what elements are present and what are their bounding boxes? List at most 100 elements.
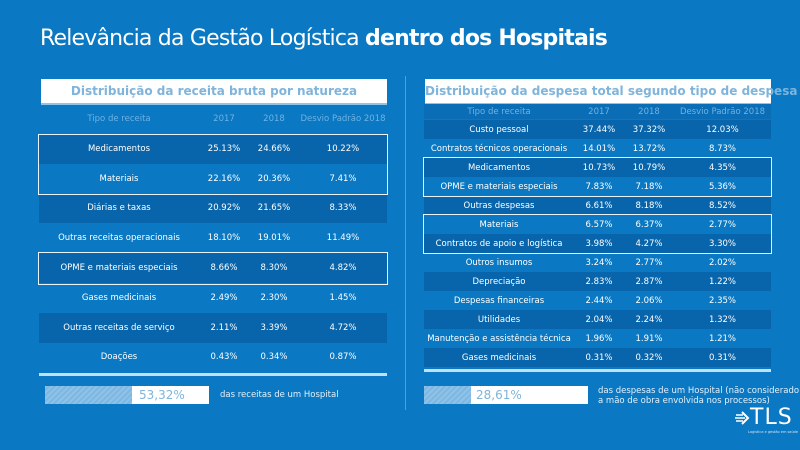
- right-table-row: Contratos técnicos operacionais 14.01% 13.…: [424, 139, 771, 158]
- right-col-type: Tipo de receita: [467, 106, 531, 117]
- right-summary-fill: [424, 386, 471, 404]
- left-table-row: Materiais 22.16% 20.36% 7.41%: [39, 164, 387, 194]
- row-2018: 19.01%: [257, 233, 291, 244]
- row-type: Outras despesas: [463, 200, 535, 211]
- row-type: Diárias e taxas: [87, 203, 151, 214]
- right-table-row: Utilidades 2.04% 2.24% 1.32%: [424, 310, 771, 329]
- left-table-title: Distribuição da receita bruta por nature…: [41, 79, 387, 105]
- right-col-stddev: Desvio Padrão 2018: [679, 106, 766, 117]
- row-type: Utilidades: [477, 314, 521, 325]
- row-2017: 7.83%: [585, 181, 613, 192]
- row-type: Gases medicinais: [461, 352, 537, 363]
- row-type: Custo pessoal: [469, 124, 529, 135]
- right-table: Tipo de receita 2017 2018 Desvio Padrão …: [423, 104, 772, 372]
- row-type: OPME e materiais especiais: [60, 263, 178, 274]
- page-title-regular: Relevância da Gestão Logística: [40, 26, 360, 51]
- row-2018: 2.77%: [635, 257, 663, 268]
- left-table-row: Doações 0.43% 0.34% 0.87%: [39, 343, 387, 373]
- right-table-row: OPME e materiais especiais 7.83% 7.18% 5.36…: [424, 177, 771, 196]
- row-stddev: 12.03%: [706, 124, 739, 135]
- left-table-bottom-line: [39, 373, 387, 376]
- row-2017: 25.13%: [207, 143, 241, 154]
- row-stddev: 8.33%: [329, 203, 357, 214]
- row-stddev: 4.35%: [708, 162, 736, 173]
- left-col-2018: 2018: [263, 114, 285, 124]
- right-summary-note-line1: das despesas de um Hospital (não conside…: [598, 386, 800, 396]
- row-2018: 2.30%: [260, 292, 288, 303]
- row-type: Medicamentos: [467, 162, 531, 173]
- row-stddev: 0.87%: [329, 352, 357, 363]
- left-table-row: Gases medicinais 2.49% 2.30% 1.45%: [39, 283, 387, 313]
- row-stddev: 1.32%: [708, 314, 736, 325]
- row-2018: 1.91%: [635, 333, 663, 344]
- row-2018: 37.32%: [632, 124, 666, 135]
- row-type: Outras receitas de serviço: [63, 322, 175, 333]
- row-2018: 13.72%: [632, 143, 666, 154]
- row-type: Contratos técnicos operacionais: [430, 143, 568, 154]
- row-stddev: 5.36%: [708, 181, 736, 192]
- row-2018: 8.30%: [260, 263, 288, 274]
- row-2018: 20.36%: [257, 173, 291, 184]
- logo-tagline: Logística e gestão em saúde: [748, 430, 799, 434]
- row-2017: 22.16%: [207, 173, 241, 184]
- row-type: Depreciação: [472, 276, 526, 287]
- arrow-logo-icon: [735, 411, 750, 425]
- row-type: Doações: [100, 352, 138, 363]
- row-2017: 20.92%: [207, 203, 241, 214]
- row-2018: 8.18%: [635, 200, 663, 211]
- row-type: Materiais: [479, 219, 519, 230]
- row-2018: 2.87%: [635, 276, 663, 287]
- page-title-bold: dentro dos Hospitais: [365, 26, 608, 51]
- right-summary-value: 28,61%: [476, 388, 522, 402]
- row-stddev: 3.30%: [708, 238, 736, 249]
- row-2018: 4.27%: [635, 238, 663, 249]
- row-stddev: 2.77%: [708, 219, 736, 230]
- right-table-header: Tipo de receita 2017 2018 Desvio Padrão …: [424, 104, 771, 119]
- left-table-row: Diárias e taxas 20.92% 21.65% 8.33%: [39, 193, 387, 224]
- row-stddev: 10.22%: [326, 143, 360, 154]
- right-table-bottom-line: [424, 369, 771, 372]
- row-stddev: 2.02%: [708, 257, 736, 268]
- right-table-row: Depreciação 2.83% 2.87% 1.22%: [424, 272, 771, 291]
- panel-divider: [405, 76, 406, 410]
- row-stddev: 2.35%: [708, 295, 736, 306]
- row-2017: 0.31%: [585, 352, 613, 363]
- row-2017: 37.44%: [582, 124, 616, 135]
- row-2018: 7.18%: [635, 181, 663, 192]
- row-2018: 0.34%: [260, 352, 288, 363]
- row-type: Contratos de apoio e logística: [435, 238, 563, 249]
- row-2018: 3.39%: [260, 322, 288, 333]
- left-table-row: Outras receitas de serviço 2.11% 3.39% 4.72…: [39, 312, 387, 343]
- row-2017: 3.98%: [585, 238, 613, 249]
- right-table-row: Manutenção e assistência técnica 1.96% 1.9…: [424, 329, 771, 348]
- right-table-row: Medicamentos 10.73% 10.79% 4.35%: [424, 158, 771, 177]
- left-col-stddev: Desvio Padrão 2018: [300, 114, 386, 124]
- row-2018: 24.66%: [257, 143, 291, 154]
- row-2017: 14.01%: [582, 143, 616, 154]
- right-table-row: Contratos de apoio e logística 3.98% 4.27%…: [424, 234, 771, 253]
- row-stddev: 8.73%: [708, 143, 736, 154]
- left-table-row: Medicamentos 25.13% 24.66% 10.22%: [39, 134, 387, 164]
- row-2017: 3.24%: [585, 257, 613, 268]
- left-col-2017: 2017: [213, 114, 235, 124]
- row-type: Materiais: [99, 173, 139, 184]
- row-2017: 2.83%: [585, 276, 613, 287]
- right-table-row: Despesas financeiras 2.44% 2.06% 2.35%: [424, 291, 771, 310]
- row-2017: 10.73%: [582, 162, 616, 173]
- row-2017: 2.44%: [585, 295, 613, 306]
- row-stddev: 1.21%: [708, 333, 736, 344]
- right-summary-bar: 28,61%: [424, 386, 588, 404]
- left-col-type: Tipo de receita: [87, 114, 151, 124]
- tls-logo: TLS Logística e gestão em saúde: [735, 405, 798, 438]
- row-2017: 1.96%: [585, 333, 613, 344]
- row-stddev: 0.31%: [708, 352, 736, 363]
- row-2017: 0.43%: [210, 352, 238, 363]
- row-stddev: 4.72%: [329, 322, 357, 333]
- right-table-row: Custo pessoal 37.44% 37.32% 12.03%: [424, 120, 771, 139]
- row-2018: 0.32%: [635, 352, 663, 363]
- row-type: Medicamentos: [87, 143, 151, 154]
- right-table-title: Distribuição da despesa total segundo ti…: [425, 79, 797, 105]
- right-table-row: Outros insumos 3.24% 2.77% 2.02%: [424, 253, 771, 272]
- row-type: Despesas financeiras: [453, 295, 545, 306]
- row-2017: 2.49%: [210, 292, 238, 303]
